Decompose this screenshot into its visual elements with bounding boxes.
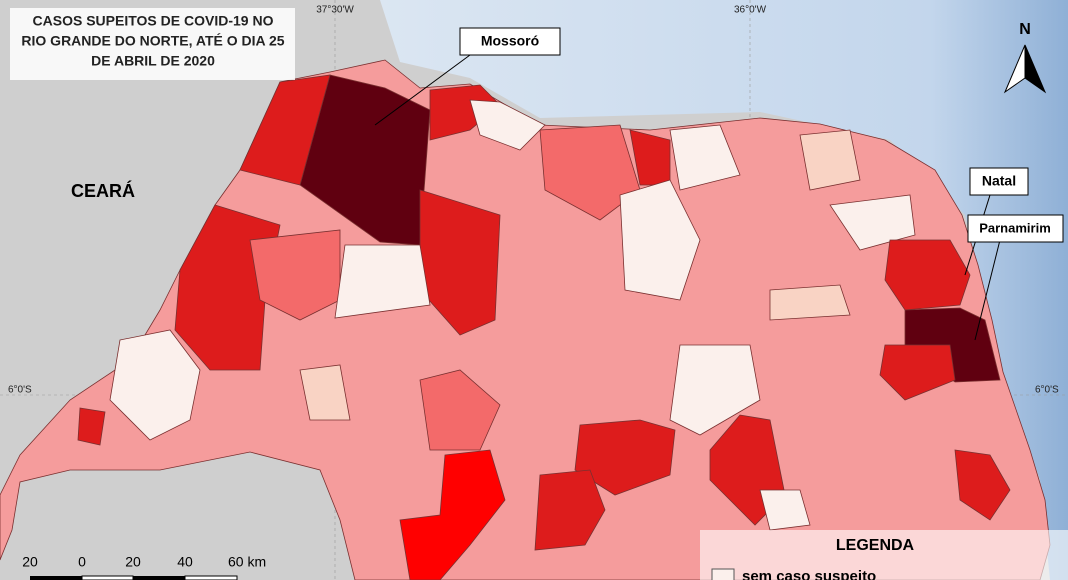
latitude-label: 6°0'S [8, 385, 32, 396]
scale-label: 0 [78, 554, 86, 570]
title-box: CASOS SUPEITOS DE COVID-19 NO RIO GRANDE… [10, 8, 295, 80]
city-label: Natal [982, 173, 1016, 189]
callout-box [459, 27, 561, 56]
city-label: Mossoró [481, 33, 539, 49]
title-line: CASOS SUPEITOS DE COVID-19 NO [33, 13, 274, 29]
longitude-label: 36°0'W [734, 5, 767, 16]
sea [380, 0, 1068, 580]
north-label: N [1019, 21, 1031, 38]
legend: LEGENDA sem caso suspeito [700, 530, 1068, 580]
callout-box [969, 167, 1029, 196]
scale-label: 20 [125, 554, 141, 570]
latitude-label: 6°0'S [1035, 385, 1059, 396]
scale-bar [30, 575, 238, 580]
scale-label: 20 [22, 554, 38, 570]
callout-box [967, 214, 1064, 243]
north-arrow [1003, 44, 1047, 94]
legend-label: sem caso suspeito [742, 568, 876, 580]
city-label: Parnamirim [979, 220, 1051, 235]
state [0, 59, 1051, 580]
scale-label: 60 km [228, 554, 266, 570]
state-label: CEARÁ [71, 180, 135, 201]
title-line: DE ABRIL DE 2020 [91, 53, 215, 69]
scale-label: 40 [177, 554, 193, 570]
legend-swatch [711, 568, 735, 580]
legend-title: LEGENDA [836, 537, 915, 554]
title-line: RIO GRANDE DO NORTE, ATÉ O DIA 25 [21, 33, 284, 49]
longitude-label: 37°30'W [316, 5, 354, 16]
